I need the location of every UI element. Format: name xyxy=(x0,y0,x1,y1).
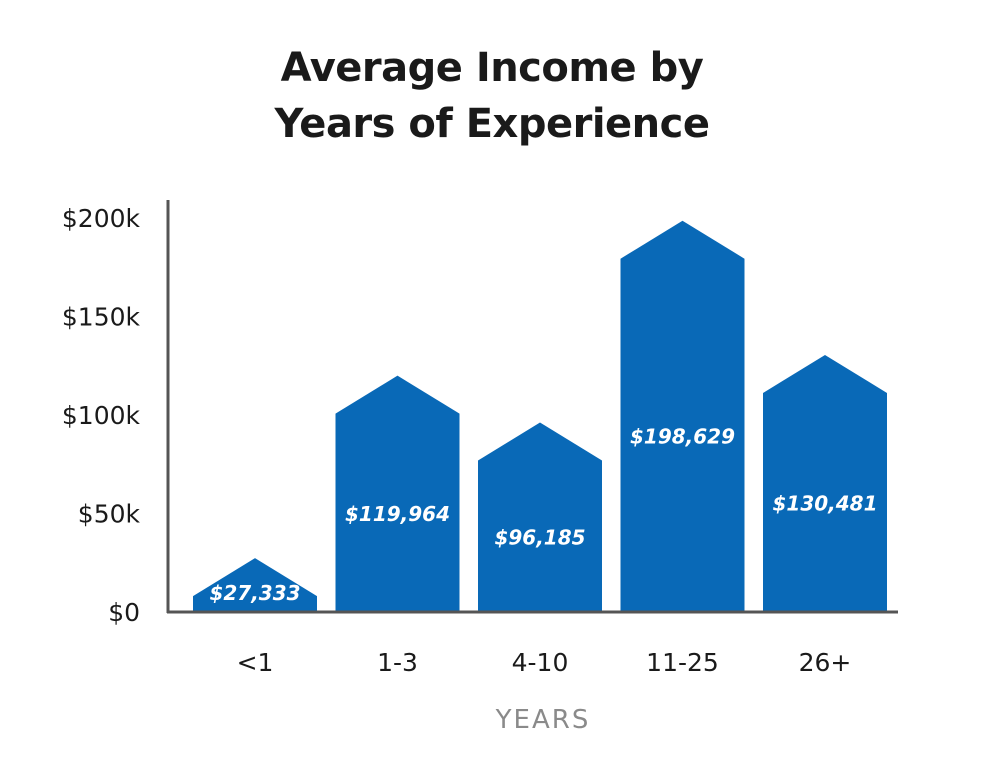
y-tick-label: $50k xyxy=(78,500,141,529)
x-axis: <1 1-3 4-10 11-25 26+ xyxy=(167,610,898,677)
bar xyxy=(193,558,317,612)
bar xyxy=(763,354,887,612)
x-tick-label: 4-10 xyxy=(512,648,569,677)
chart-title-line-2: Years of Experience xyxy=(274,101,710,147)
chart-title-line-1: Average Income by xyxy=(280,45,704,91)
bar-value-label: $96,185 xyxy=(494,525,585,549)
y-tick-label: $200k xyxy=(62,204,141,233)
bar xyxy=(335,375,460,612)
y-tick-label: $150k xyxy=(62,303,141,332)
bar-value-label: $130,481 xyxy=(772,491,877,515)
bar-value-label: $27,333 xyxy=(209,581,300,605)
x-tick-label: 1-3 xyxy=(377,648,418,677)
bar-value-label: $119,964 xyxy=(345,502,450,526)
y-tick-label: $0 xyxy=(108,598,140,627)
bar-value-label: $198,629 xyxy=(630,424,735,448)
chart-title: Average Income by Years of Experience xyxy=(0,40,984,152)
x-tick-label: <1 xyxy=(237,648,274,677)
x-tick-label: 26+ xyxy=(799,648,852,677)
x-tick-label: 11-25 xyxy=(646,648,719,677)
y-axis: $0 $50k $100k $150k $200k xyxy=(62,200,170,627)
y-tick-label: $100k xyxy=(62,401,141,430)
bar xyxy=(620,220,745,612)
bars: $27,333 $119,964 $96,185 $198,629 $130,481 xyxy=(193,220,887,612)
bar xyxy=(478,422,602,612)
x-axis-title: YEARS xyxy=(495,705,591,735)
